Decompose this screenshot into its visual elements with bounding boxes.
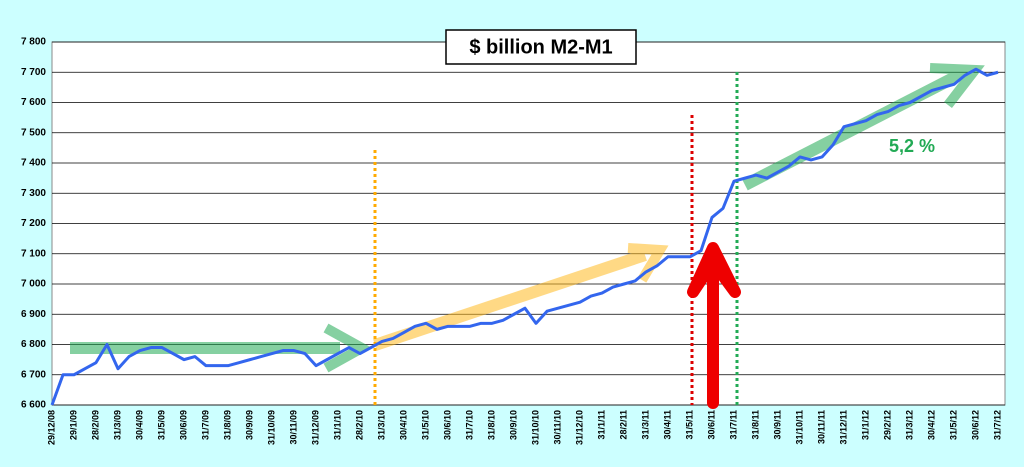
trend-arrow-head <box>323 323 373 373</box>
x-tick-label: 30/4/09 <box>134 410 144 440</box>
x-tick-label: 28/2/11 <box>618 410 628 440</box>
annotation: 5,2 % <box>889 136 935 156</box>
y-tick-label: 7 300 <box>21 188 46 199</box>
x-tick-label: 31/7/09 <box>200 410 210 440</box>
y-tick-label: 7 600 <box>21 97 46 108</box>
y-tick-label: 7 200 <box>21 218 46 229</box>
y-tick-label: 7 400 <box>21 158 46 169</box>
x-tick-label: 31/5/12 <box>948 410 958 440</box>
y-tick-label: 6 600 <box>21 400 46 411</box>
title-box <box>445 29 637 65</box>
x-tick-label: 30/9/11 <box>772 410 782 440</box>
y-tick-label: 6 800 <box>21 339 46 350</box>
x-tick-label: 29/2/12 <box>882 410 892 440</box>
x-tick-label: 31/7/12 <box>992 410 1002 440</box>
x-tick-label: 31/12/10 <box>574 410 584 445</box>
x-tick-label: 31/5/10 <box>420 410 430 440</box>
y-tick-label: 7 000 <box>21 279 46 290</box>
x-tick-label: 30/11/11 <box>816 410 826 444</box>
x-tick-label: 30/6/12 <box>970 410 980 440</box>
data-line <box>50 67 999 406</box>
x-tick-label: 31/10/09 <box>266 410 276 445</box>
x-tick-label: 31/3/12 <box>904 410 914 440</box>
x-tick-label: 31/10/11 <box>794 410 804 445</box>
x-tick-label: 30/4/10 <box>398 410 408 440</box>
x-tick-label: 29/1/09 <box>68 410 78 440</box>
y-tick-label: 6 700 <box>21 369 46 380</box>
x-tick-label: 31/8/10 <box>486 410 496 440</box>
x-tick-label: 30/6/09 <box>178 410 188 440</box>
x-tick-label: 31/12/09 <box>310 410 320 445</box>
x-tick-label: 31/3/10 <box>376 410 386 440</box>
x-tick-label: 31/10/10 <box>530 410 540 445</box>
x-tick-label: 31/1/11 <box>596 410 606 440</box>
x-tick-label: 30/11/09 <box>288 410 298 445</box>
x-tick-label: 31/5/09 <box>156 410 166 440</box>
x-tick-label: 30/11/10 <box>552 410 562 445</box>
x-tick-label: 31/3/09 <box>112 410 122 440</box>
y-tick-label: 7 500 <box>21 127 46 138</box>
x-tick-label: 31/1/12 <box>860 410 870 440</box>
y-tick-label: 7 800 <box>21 37 46 48</box>
x-tick-label: 29/12/08 <box>46 410 56 445</box>
x-tick-label: 31/8/09 <box>222 410 232 440</box>
x-tick-label: 30/6/10 <box>442 410 452 440</box>
x-tick-label: 31/7/11 <box>728 410 738 440</box>
y-tick-label: 7 100 <box>21 248 46 259</box>
y-tick-label: 7 700 <box>21 67 46 78</box>
trend-arrow <box>373 249 647 351</box>
x-tick-label: 31/1/10 <box>332 410 342 440</box>
x-tick-label: 31/7/10 <box>464 410 474 440</box>
x-tick-label: 30/9/09 <box>244 410 254 440</box>
x-tick-label: 31/8/11 <box>750 410 760 440</box>
x-tick-label: 31/12/11 <box>838 410 848 445</box>
y-tick-label: 6 900 <box>21 309 46 320</box>
x-tick-label: 31/3/11 <box>640 410 650 440</box>
x-tick-label: 31/5/11 <box>684 410 694 440</box>
x-tick-label: 30/4/12 <box>926 410 936 440</box>
x-tick-label: 30/9/10 <box>508 410 518 440</box>
x-tick-label: 28/2/10 <box>354 410 364 440</box>
x-tick-label: 28/2/09 <box>90 410 100 440</box>
x-tick-label: 30/4/11 <box>662 410 672 440</box>
x-tick-label: 30/6/11 <box>706 410 716 440</box>
chart-title: $ billion M2-M1 <box>469 36 612 58</box>
red-arrow <box>687 242 741 409</box>
